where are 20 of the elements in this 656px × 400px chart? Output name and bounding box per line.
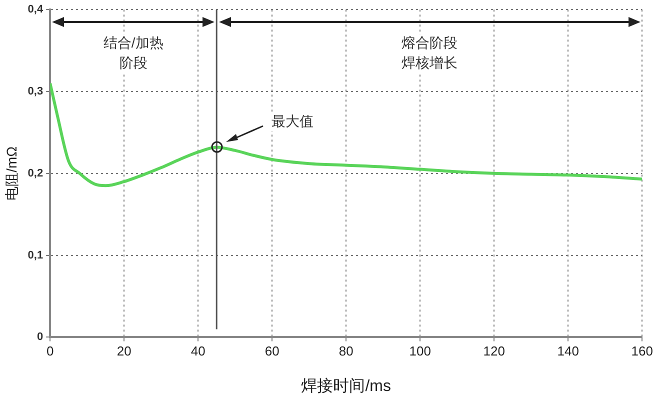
- x-axis-title: 焊接时间/ms: [301, 376, 392, 395]
- y-tick-label: 0,3: [28, 86, 44, 98]
- annotation: 最大值: [272, 113, 314, 130]
- x-tick-label: 160: [631, 344, 654, 359]
- y-axis-title: 电阻/mΩ: [3, 146, 20, 200]
- x-tick-label: 100: [409, 344, 431, 359]
- x-tick-label: 60: [264, 344, 280, 359]
- annotation: 结合/加热阶段: [103, 34, 164, 70]
- x-tick-label: 120: [483, 344, 505, 359]
- y-tick-label: 0,1: [28, 249, 44, 262]
- x-tick-label: 80: [338, 344, 354, 359]
- x-tick-label: 140: [557, 344, 579, 359]
- y-tick-label: 0: [36, 331, 44, 344]
- x-tick-label: 40: [190, 344, 206, 359]
- x-tick-label: 20: [116, 344, 132, 359]
- x-tick-label: 0: [46, 344, 54, 359]
- y-tick-label: 0,2: [28, 167, 44, 180]
- y-tick-label: 0,4: [28, 4, 44, 16]
- annotation: 熔合阶段焊核增长: [401, 34, 458, 70]
- line-series: [50, 82, 642, 188]
